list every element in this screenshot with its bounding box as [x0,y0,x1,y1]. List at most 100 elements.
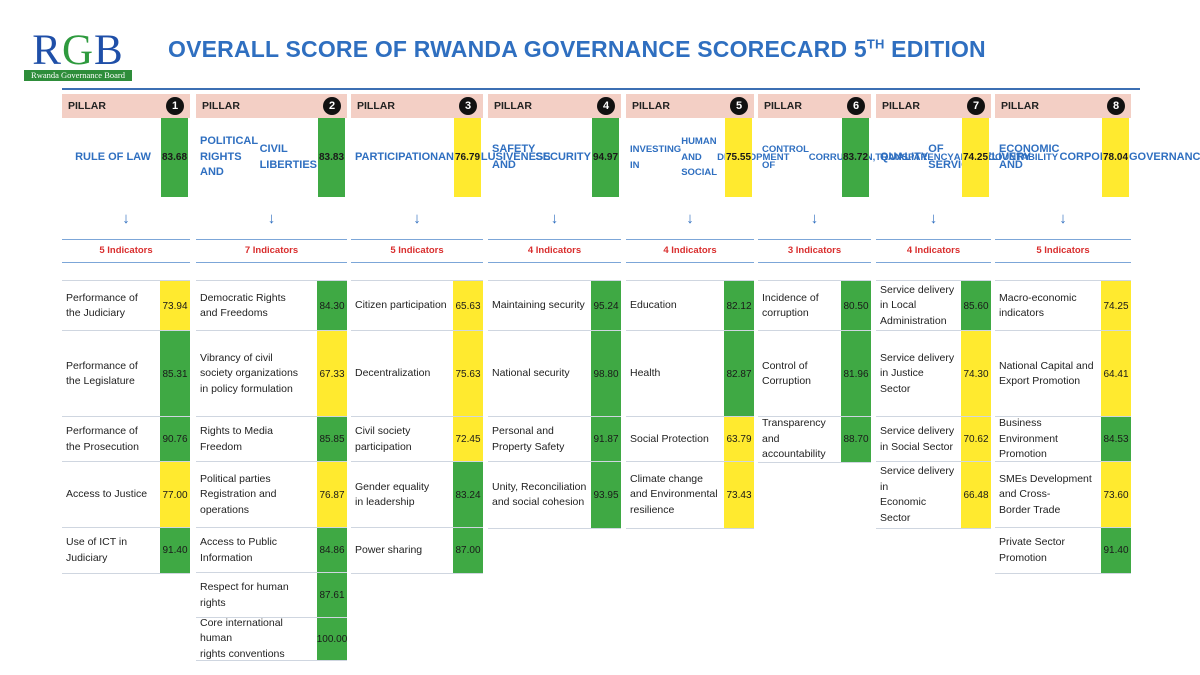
pillar-number-badge: 8 [1107,97,1125,115]
indicator-label: Performance of the Legislature [66,331,156,417]
indicator-label: Performance of the Prosecution [66,417,156,462]
pillar-name-line: SAFETY AND [492,143,536,171]
indicator-row: Access to Public Information 84.86 [196,527,347,573]
indicator-row: Education 82.12 [626,280,754,331]
indicator-label-text: Citizen participation [355,298,447,314]
indicator-label-text: Performance of the Judiciary [66,291,138,322]
indicator-score: 82.87 [724,331,754,417]
indicator-row: Unity, Reconciliation and social cohesion… [488,461,621,529]
indicator-label-text: Social Protection [630,432,709,448]
indicator-label-text: Rights to Media Freedom [200,424,313,455]
indicator-label-text: Performance of the Prosecution [66,424,139,455]
indicator-score: 84.86 [317,528,347,573]
pillar-score: 75.55 [725,118,752,197]
down-arrow-icon: ↓ [686,210,694,227]
pillar-name-line: HUMAN AND SOCIAL [681,136,718,179]
indicator-score: 80.50 [841,281,871,331]
indicator-count: 3 Indicators [758,239,871,263]
indicator-label: Gender equality in leadership [355,462,449,528]
indicator-label: Service delivery in Social Sector [880,417,957,462]
pillar-name: SAFETY AND SECURITY [488,118,591,197]
indicator-row: Rights to Media Freedom 85.85 [196,416,347,462]
pillar-name: QUALITY OF SERVICE DELIVERY [876,118,1031,197]
indicator-label-line: SMEs Development [999,472,1092,485]
down-arrow-icon: ↓ [550,210,559,227]
down-arrow-icon: ↓ [810,210,819,227]
indicator-label-line: Vibrancy of civil [200,351,273,364]
indicator-label-text: Respect for human rights [200,580,313,611]
indicator-score: 85.85 [317,417,347,462]
pillar-name-line: QUALITY [880,150,929,163]
pillar-header: PILLAR 3 [351,94,483,118]
indicator-row: Personal and Property Safety 91.87 [488,416,621,462]
indicator-label: Incidence of corruption [762,281,837,331]
indicator-label-line: Service delivery [880,283,955,296]
indicator-score: 77.00 [160,462,190,528]
indicator-label-text: Maintaining security [492,298,585,314]
indicator-label: Power sharing [355,528,449,573]
pillar-name: ECONOMIC AND CORPORATE GOVERNANCE [995,118,1200,197]
indicator-score: 100.00 [317,618,347,660]
indicator-label-line: Rights to Media Freedom [200,425,273,453]
indicator-label-line: National Capital and [999,359,1094,372]
indicator-label-line: Incidence of [762,291,819,304]
pillar-number-badge: 1 [166,97,184,115]
indicator-label-line: in policy formulation [200,382,293,395]
indicator-score: 87.61 [317,573,347,618]
rgb-logo: RGB Rwanda Governance Board [24,27,132,82]
indicator-label-text: Power sharing [355,543,422,559]
indicator-label-line: Health [630,367,661,380]
indicator-label-line: Access to Public [200,536,278,548]
indicator-row: Service delivery in Economic Sector 66.48 [876,461,991,529]
pillar-header: PILLAR 4 [488,94,621,118]
indicator-row: Gender equality in leadership 83.24 [351,461,483,528]
indicator-label: SMEs Development and Cross- Border Trade [999,462,1097,528]
indicator-label: Climate change and Environmental resilienc… [630,462,720,528]
indicator-score: 88.70 [841,417,871,462]
pillar-header-label: PILLAR [632,100,670,112]
indicator-row: Business Environment Promotion 84.53 [995,416,1131,462]
indicator-row: Performance of the Legislature 85.31 [62,330,190,417]
indicator-row: Macro-economic indicators 74.25 [995,280,1131,331]
indicator-label-text: Political parties Registration and operati… [200,472,276,519]
down-arrow-icon: ↓ [1059,210,1067,227]
indicator-score: 95.24 [591,281,621,331]
indicator-row: Political parties Registration and operati… [196,461,347,528]
indicator-score: 87.00 [453,528,483,573]
pillar-header-label: PILLAR [68,100,106,112]
indicator-row: Performance of the Prosecution 90.76 [62,416,190,462]
pillar-number-badge: 4 [597,97,615,115]
indicator-label-line: operations [200,503,250,516]
indicator-label-line: Service delivery in [880,465,955,493]
pillar-score: 78.04 [1102,118,1129,197]
pillar-name-line: DELIVERY [976,150,1031,163]
indicator-label-line: Judiciary [66,551,108,564]
indicator-score: 84.30 [317,281,347,331]
indicator-label: Business Environment Promotion [999,417,1097,462]
indicator-label-line: Registration and [200,488,277,501]
indicator-label-line: Citizen participation [355,299,447,312]
indicator-label-text: SMEs Development and Cross- Border Trade [999,472,1092,519]
indicator-label: Civil society participation [355,417,449,462]
pillar-header: PILLAR 5 [626,94,754,118]
pillar-score: 83.83 [318,118,345,197]
indicator-label: Private Sector Promotion [999,528,1097,573]
indicator-label-text: Access to Public Information [200,535,277,566]
indicator-label-line: Maintaining security [492,299,585,312]
pillar-score: 83.68 [161,118,188,197]
indicator-label-text: National security [492,366,570,382]
indicator-label-line: Service delivery [880,425,955,437]
pillar-header-label: PILLAR [357,100,395,112]
indicator-label-text: Decentralization [355,366,430,382]
indicator-row: Civil society participation 72.45 [351,416,483,462]
indicator-label-text: Personal and Property Safety [492,424,564,455]
indicator-row: National Capital and Export Promotion 64.4… [995,330,1131,417]
logo-letter-g: G [61,27,95,74]
pillar-column-3: PILLAR 3 PARTICIPATION AND INCLUSIVENESS 76.7… [351,90,551,670]
indicator-label-line: society organizations [200,367,299,380]
indicator-label-line: accountability [762,448,826,461]
indicator-score: 73.43 [724,462,754,528]
indicator-label: Core international human rights conventio… [200,617,313,660]
indicator-label-line: resilience [630,503,675,516]
indicator-label-line: rights conventions [200,647,285,660]
